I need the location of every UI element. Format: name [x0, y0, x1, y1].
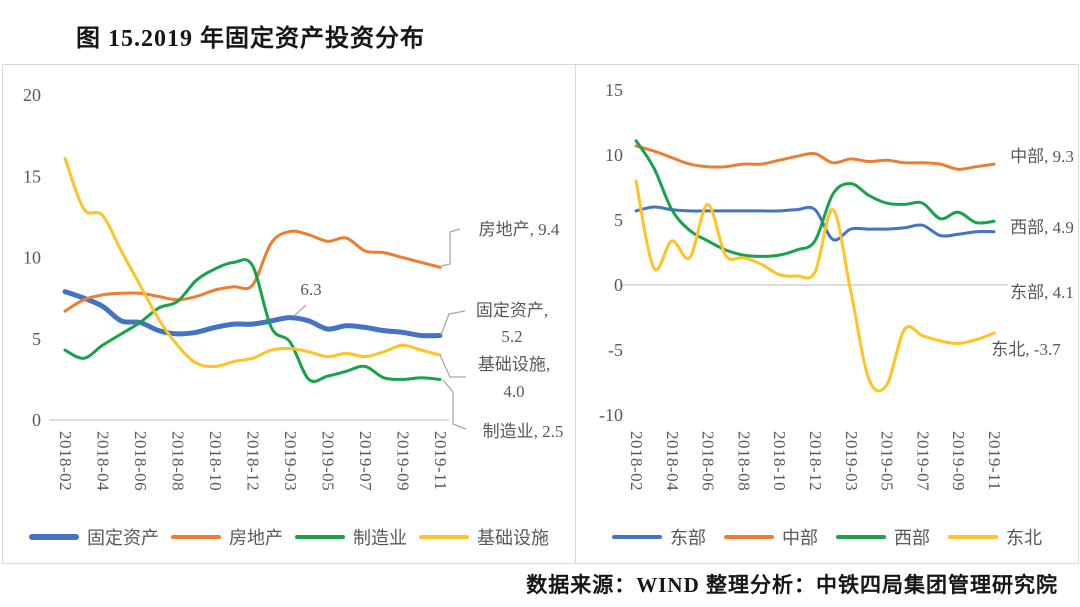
x-tick-label: 2019-09: [394, 431, 413, 491]
legend-line-swatch: [29, 534, 79, 540]
x-tick-label: 2018-10: [206, 431, 225, 491]
chart-annotation: 东北, -3.7: [991, 340, 1061, 359]
annotation-leader-line: [440, 228, 461, 267]
y-tick-label: -5: [608, 340, 623, 360]
chart-annotation: 4.0: [503, 382, 524, 401]
series-line-west: [634, 139, 996, 258]
x-tick-label: 2019-07: [356, 431, 375, 491]
annotation-leader-line: [293, 304, 307, 317]
series-line-fixed-assets: [62, 289, 443, 339]
right-chart-panel: -10 -5 0 5 10 15 2018-02 2018-04 2018-06 2018-08 2…: [575, 64, 1079, 564]
series-line-real-estate: [63, 229, 442, 313]
chart-annotation: 6.3: [300, 280, 321, 299]
x-tick-label: 2019-07: [913, 431, 932, 491]
legend-item-infrastructure: 基础设施: [419, 524, 549, 550]
legend-label: 基础设施: [477, 528, 549, 548]
legend-item-real-estate: 房地产: [171, 524, 283, 550]
legend-label: 东部: [670, 528, 706, 548]
legend-line-swatch: [612, 535, 662, 539]
series-line-northeast: [634, 179, 996, 393]
x-tick-label: 2018-02: [627, 431, 646, 491]
legend-label: 房地产: [229, 528, 283, 548]
y-tick-label: -10: [599, 405, 623, 425]
y-tick-label: 15: [605, 80, 623, 100]
y-tick-label: 10: [23, 248, 41, 268]
x-tick-label: 2019-11: [431, 431, 450, 491]
legend-item-fixed-assets: 固定资产: [29, 524, 159, 550]
legend-item-west: 西部: [836, 524, 930, 550]
legend-line-swatch: [171, 535, 221, 539]
chart-annotation: 房地产, 9.4: [479, 220, 560, 239]
x-tick-label: 2018-08: [734, 431, 753, 491]
chart-annotation: 5.2: [501, 327, 522, 346]
figure-title: 图 15.2019 年固定资产投资分布: [76, 26, 425, 52]
x-tick-label: 2019-03: [281, 431, 300, 491]
x-tick-label: 2018-08: [169, 431, 188, 491]
y-tick-label: 5: [614, 210, 623, 230]
legend-line-swatch: [295, 535, 345, 539]
x-tick-label: 2018-10: [770, 431, 789, 491]
legend-label: 中部: [782, 528, 818, 548]
legend-label: 固定资产: [87, 528, 159, 548]
left-chart-svg: 0 5 10 15 20 2018-02 2018-04 2018-06 2018-08 2018…: [23, 85, 564, 491]
y-tick-label: 0: [32, 410, 41, 430]
y-tick-label: 20: [23, 85, 41, 105]
x-tick-label: 2018-06: [699, 431, 718, 491]
legend-label: 制造业: [353, 528, 407, 548]
legend-line-swatch: [724, 535, 774, 539]
y-tick-label: 15: [23, 166, 41, 186]
left-chart-panel: 0 5 10 15 20 2018-02 2018-04 2018-06 2018-08 2018…: [2, 64, 575, 564]
chart-annotation: 东部, 4.1: [1010, 283, 1074, 302]
y-tick-label: 5: [32, 329, 41, 349]
x-tick-label: 2019-05: [319, 431, 338, 491]
chart-annotation: 基础设施,: [478, 355, 550, 374]
y-tick-label: 0: [614, 275, 623, 295]
x-tick-label: 2018-02: [56, 431, 75, 491]
series-line-central: [634, 144, 996, 171]
legend-item-east: 东部: [612, 524, 706, 550]
legend-item-manufacturing: 制造业: [295, 524, 407, 550]
legend-label: 东北: [1006, 528, 1042, 548]
chart-annotation: 制造业, 2.5: [483, 422, 564, 441]
x-tick-label: 2018-12: [244, 431, 263, 491]
annotation-leader-line: [442, 379, 467, 430]
chart-annotation: 西部, 4.9: [1010, 218, 1074, 237]
annotation-leader-line: [440, 310, 466, 336]
series-line-infrastructure: [63, 156, 442, 368]
right-chart-legend: 东部 中部 西部 东北: [576, 524, 1078, 550]
figure-footer: 数据来源：WIND 整理分析：中铁四局集团管理研究院: [526, 573, 1058, 597]
x-tick-label: 2019-11: [985, 431, 1004, 491]
x-tick-label: 2018-06: [131, 431, 150, 491]
chart-annotation: 中部, 9.3: [1010, 147, 1074, 166]
x-tick-label: 2018-04: [663, 431, 682, 491]
series-line-manufacturing: [63, 258, 442, 383]
x-tick-label: 2019-05: [878, 431, 897, 491]
legend-item-central: 中部: [724, 524, 818, 550]
series-line-east: [634, 205, 996, 242]
left-chart-legend: 固定资产 房地产 制造业 基础设施: [3, 524, 575, 550]
x-tick-label: 2018-04: [94, 431, 113, 491]
x-tick-label: 2018-12: [806, 431, 825, 491]
annotation-leader-line: [439, 354, 466, 378]
legend-line-swatch: [948, 535, 998, 539]
x-tick-label: 2019-03: [842, 431, 861, 491]
chart-annotation: 固定资产,: [476, 301, 548, 320]
legend-item-northeast: 东北: [948, 524, 1042, 550]
legend-line-swatch: [419, 535, 469, 539]
legend-line-swatch: [836, 535, 886, 539]
x-tick-label: 2019-09: [949, 431, 968, 491]
legend-label: 西部: [894, 528, 930, 548]
right-chart-svg: -10 -5 0 5 10 15 2018-02 2018-04 2018-06 2018-08 2…: [599, 80, 1074, 491]
y-tick-label: 10: [605, 145, 623, 165]
